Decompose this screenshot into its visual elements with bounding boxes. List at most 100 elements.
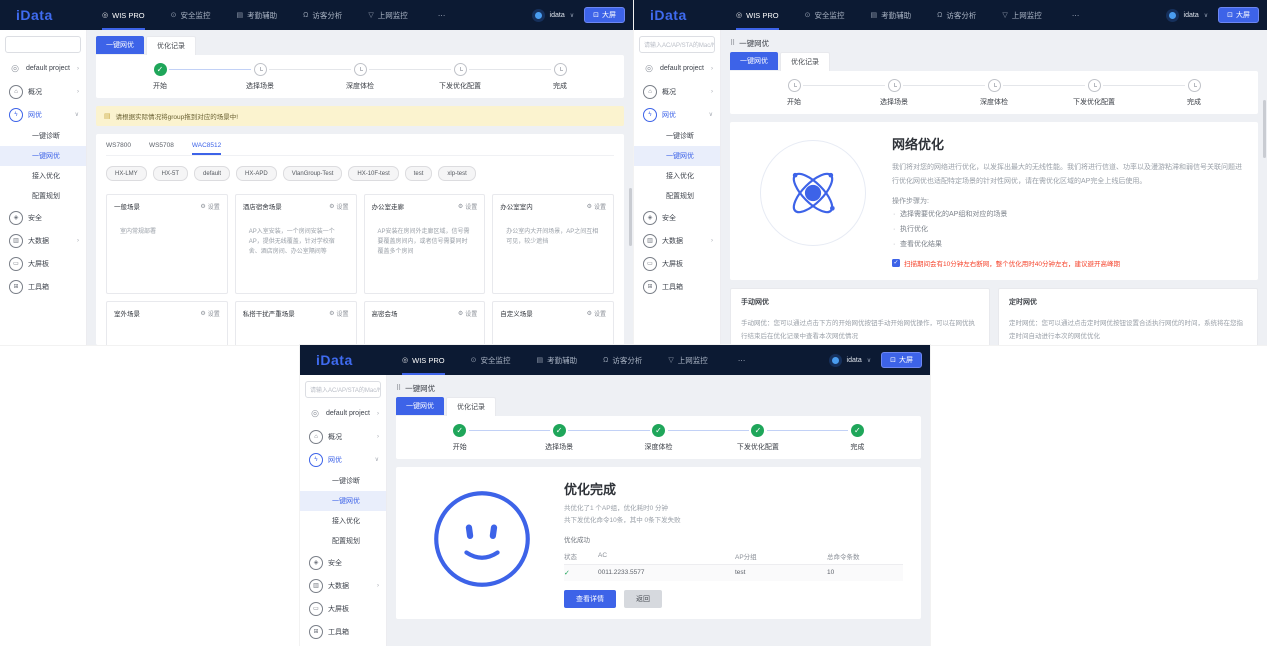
sidebar-item-toolbox[interactable]: ⊞ 工具箱: [634, 275, 720, 298]
nav-attendance-assist[interactable]: ▤ 考勤辅助: [537, 345, 578, 375]
username[interactable]: idata: [549, 11, 565, 19]
sidebar-item-one-click-diagnosis[interactable]: 一键诊断: [634, 126, 720, 146]
username[interactable]: idata: [1183, 11, 1199, 19]
sidebar-item-big-screen[interactable]: ▭ 大屏板: [0, 252, 86, 275]
scenario-card[interactable]: 办公室走廊 ⚙ 设置 AP安装在房间外走廊区域，信号需要覆盖房间内，或者信号需要…: [363, 194, 486, 294]
sidebar-item-toolbox[interactable]: ⊞ 工具箱: [0, 275, 86, 298]
sidebar-item-config-planning[interactable]: 配置规划: [634, 186, 720, 206]
nav-attendance-assist[interactable]: ▤ 考勤辅助: [237, 0, 278, 30]
ap-group-chip[interactable]: HX-LMY: [106, 166, 147, 181]
sidebar-item-access-optimize[interactable]: 接入优化: [300, 511, 386, 531]
ap-group-chip[interactable]: HX-APD: [236, 166, 277, 181]
sidebar-item-network-optimize[interactable]: ϟ 网优 ∨: [300, 448, 386, 471]
ap-group-chip[interactable]: VlanGroup-Test: [282, 166, 343, 181]
sidebar-item-big-screen[interactable]: ▭ 大屏板: [634, 252, 720, 275]
sidebar-item-toolbox[interactable]: ⊞ 工具箱: [300, 620, 386, 643]
nav-internet-monitor[interactable]: ▽ 上网监控: [1002, 0, 1041, 30]
sidebar-item-access-optimize[interactable]: 接入优化: [0, 166, 86, 186]
sidebar-item-one-click-optimize[interactable]: 一键网优: [634, 146, 720, 166]
tab-one-click-optimize[interactable]: 一键网优: [96, 36, 144, 54]
ac-tab[interactable]: WS7800: [106, 142, 131, 149]
ap-group-chip[interactable]: HX-5T: [152, 166, 189, 181]
scenario-card[interactable]: 私搭干扰严重场景 ⚙ 设置: [234, 301, 357, 345]
ac-tab[interactable]: WAC8512: [191, 142, 222, 155]
tab-one-click-optimize[interactable]: 一键网优: [730, 52, 778, 70]
tab-optimize-records[interactable]: 优化记录: [780, 52, 830, 71]
scenario-card[interactable]: 自定义场景 ⚙ 设置: [492, 301, 614, 345]
nav-visitor-analysis[interactable]: Ω 访客分析: [303, 0, 342, 30]
sidebar-item-overview[interactable]: ⌂ 概况 ›: [300, 425, 386, 448]
scenario-settings-button[interactable]: ⚙ 设置: [587, 309, 606, 318]
big-screen-button[interactable]: ⊡ 大屏: [1218, 7, 1259, 23]
sidebar-item-one-click-optimize[interactable]: 一键网优: [0, 146, 86, 166]
scenario-card[interactable]: 酒店宿舍场景 ⚙ 设置 AP入室安装，一个房间安装一个AP，提供无线覆盖，针对学…: [234, 194, 357, 294]
user-avatar[interactable]: [828, 353, 842, 367]
sidebar-item-default-project[interactable]: ◎ default project ›: [0, 57, 86, 80]
user-avatar[interactable]: [531, 8, 545, 22]
nav-security-monitor[interactable]: ⊙ 安全监控: [471, 345, 511, 375]
nav-visitor-analysis[interactable]: Ω 访客分析: [937, 0, 976, 30]
ac-tab[interactable]: WS5708: [148, 142, 174, 149]
nav-internet-monitor[interactable]: ▽ 上网监控: [368, 0, 407, 30]
sidebar-item-big-data[interactable]: ▥ 大数据 ›: [0, 229, 86, 252]
nav-attendance-assist[interactable]: ▤ 考勤辅助: [871, 0, 912, 30]
scenario-settings-button[interactable]: ⚙ 设置: [458, 202, 477, 211]
nav-visitor-analysis[interactable]: Ω 访客分析: [603, 345, 642, 375]
nav-wis-pro[interactable]: ◎ WIS PRO: [402, 345, 445, 375]
ap-group-chip[interactable]: xlp-test: [438, 166, 476, 181]
scrollbar[interactable]: [629, 188, 632, 246]
sidebar-item-one-click-optimize[interactable]: 一键网优: [300, 491, 386, 511]
search-input[interactable]: 请输入AC/AP/STA的Mac/N: [305, 381, 381, 398]
username[interactable]: idata: [846, 356, 862, 364]
ap-group-chip[interactable]: test: [404, 166, 433, 181]
nav-more[interactable]: ⋯: [734, 345, 746, 375]
scenario-settings-button[interactable]: ⚙ 设置: [329, 309, 348, 318]
sidebar-item-default-project[interactable]: ◎ default project ›: [634, 57, 720, 80]
scenario-card[interactable]: 办公室室内 ⚙ 设置 办公室内大开间场景，AP之间互相可见，较少遮挡: [492, 194, 614, 294]
nav-wis-pro[interactable]: ◎ WIS PRO: [102, 0, 145, 30]
scenario-settings-button[interactable]: ⚙ 设置: [458, 309, 477, 318]
user-avatar[interactable]: [1165, 8, 1179, 22]
search-input[interactable]: 请输入AC/AP/STA的Mac/N: [639, 36, 715, 53]
search-input[interactable]: [5, 36, 81, 53]
scenario-settings-button[interactable]: ⚙ 设置: [200, 309, 219, 318]
sidebar-item-overview[interactable]: ⌂ 概况 ›: [634, 80, 720, 103]
tab-one-click-optimize[interactable]: 一键网优: [396, 397, 444, 415]
back-button[interactable]: 返回: [624, 589, 662, 608]
sidebar-item-security[interactable]: ◈ 安全: [300, 551, 386, 574]
sidebar-item-config-planning[interactable]: 配置规划: [300, 531, 386, 551]
scenario-settings-button[interactable]: ⚙ 设置: [587, 202, 606, 211]
sidebar-item-security[interactable]: ◈ 安全: [634, 206, 720, 229]
nav-more[interactable]: ⋯: [434, 0, 446, 30]
sidebar-item-big-data[interactable]: ▥ 大数据 ›: [300, 574, 386, 597]
sidebar-item-security[interactable]: ◈ 安全: [0, 206, 86, 229]
sidebar-item-one-click-diagnosis[interactable]: 一键诊断: [300, 471, 386, 491]
sidebar-item-big-screen[interactable]: ▭ 大屏板: [300, 597, 386, 620]
nav-security-monitor[interactable]: ⊙ 安全监控: [171, 0, 211, 30]
scenario-card[interactable]: 高密会场 ⚙ 设置: [363, 301, 486, 345]
sidebar-item-big-data[interactable]: ▥ 大数据 ›: [634, 229, 720, 252]
sidebar-item-config-planning[interactable]: 配置规划: [0, 186, 86, 206]
nav-more[interactable]: ⋯: [1068, 0, 1080, 30]
nav-security-monitor[interactable]: ⊙ 安全监控: [805, 0, 845, 30]
nav-internet-monitor[interactable]: ▽ 上网监控: [668, 345, 707, 375]
scenario-card[interactable]: 室外场景 ⚙ 设置: [106, 301, 228, 345]
scenario-settings-button[interactable]: ⚙ 设置: [329, 202, 348, 211]
confirm-checkbox[interactable]: ✓: [892, 259, 900, 268]
scenario-card[interactable]: 一般场景 ⚙ 设置 室内常规部署: [106, 194, 228, 294]
sidebar-item-network-optimize[interactable]: ϟ 网优 ∨: [0, 103, 86, 126]
tab-optimize-records[interactable]: 优化记录: [446, 397, 496, 416]
scrollbar[interactable]: [1263, 100, 1266, 158]
sidebar-item-network-optimize[interactable]: ϟ 网优 ∨: [634, 103, 720, 126]
scenario-settings-button[interactable]: ⚙ 设置: [200, 202, 219, 211]
view-details-button[interactable]: 查看详情: [564, 589, 616, 608]
big-screen-button[interactable]: ⊡ 大屏: [584, 7, 625, 23]
sidebar-item-overview[interactable]: ⌂ 概况 ›: [0, 80, 86, 103]
nav-wis-pro[interactable]: ◎ WIS PRO: [736, 0, 779, 30]
sidebar-item-default-project[interactable]: ◎ default project ›: [300, 402, 386, 425]
ap-group-chip[interactable]: default: [194, 166, 231, 181]
sidebar-item-one-click-diagnosis[interactable]: 一键诊断: [0, 126, 86, 146]
ap-group-chip[interactable]: HX-10F-test: [348, 166, 399, 181]
big-screen-button[interactable]: ⊡ 大屏: [881, 352, 922, 368]
sidebar-item-access-optimize[interactable]: 接入优化: [634, 166, 720, 186]
